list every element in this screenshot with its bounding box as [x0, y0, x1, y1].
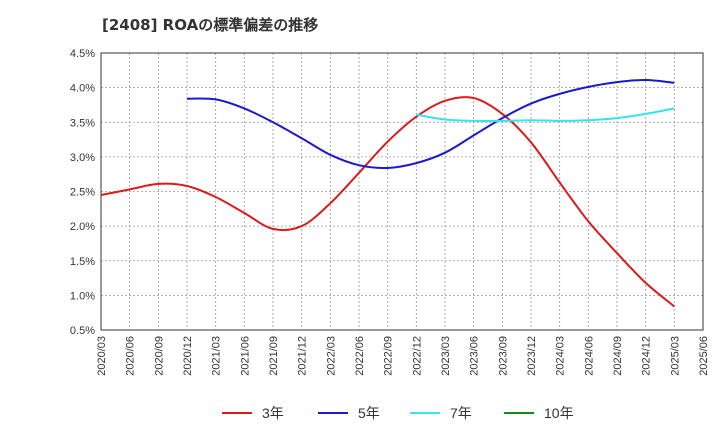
y-tick-label: 1.5%	[70, 256, 95, 268]
y-tick-label: 0.5%	[70, 325, 95, 337]
x-tick-label: 2021/03	[211, 336, 223, 376]
y-tick-label: 3.5%	[70, 117, 95, 129]
x-tick-label: 2025/03	[669, 336, 681, 376]
x-tick-label: 2024/09	[612, 336, 624, 376]
y-tick-label: 2.5%	[70, 187, 95, 199]
x-tick-label: 2022/03	[325, 336, 337, 376]
chart-title: [2408] ROAの標準偏差の推移	[102, 16, 319, 34]
y-tick-label: 2.0%	[70, 221, 95, 233]
x-tick-label: 2024/03	[555, 336, 567, 376]
legend-item: 7年	[410, 405, 472, 421]
x-tick-label: 2024/06	[583, 336, 595, 376]
series-line-5年	[186, 78, 675, 170]
legend-label: 3年	[262, 405, 284, 421]
x-tick-label: 2022/12	[411, 336, 423, 376]
x-tick-label: 2021/06	[239, 336, 251, 376]
x-tick-label: 2022/09	[383, 336, 395, 376]
x-tick-label: 2020/06	[125, 336, 137, 376]
x-tick-label: 2023/09	[497, 336, 509, 376]
y-tick-label: 3.0%	[70, 152, 95, 164]
series-line-3年	[100, 96, 675, 308]
x-tick-label: 2021/09	[268, 336, 280, 376]
legend-item: 3年	[222, 405, 284, 421]
x-tick-label: 2020/03	[96, 336, 108, 376]
y-tick-label: 4.0%	[70, 83, 95, 95]
x-tick-label: 2023/12	[526, 336, 538, 376]
x-tick-label: 2023/03	[440, 336, 452, 376]
y-tick-label: 1.0%	[70, 290, 95, 302]
x-tick-label: 2021/12	[297, 336, 309, 376]
legend-label: 7年	[450, 405, 472, 421]
x-tick-label: 2025/06	[698, 336, 710, 376]
plot-area	[100, 52, 704, 331]
x-tick-label: 2022/06	[354, 336, 366, 376]
legend-label: 10年	[544, 405, 574, 421]
x-tick-label: 2024/12	[641, 336, 653, 376]
x-tick-label: 2020/09	[153, 336, 165, 376]
legend-item: 5年	[318, 405, 380, 421]
legend-item: 10年	[504, 405, 574, 421]
legend-label: 5年	[358, 405, 380, 421]
x-tick-label: 2023/06	[469, 336, 481, 376]
x-tick-label: 2020/12	[182, 336, 194, 376]
y-tick-label: 4.5%	[70, 48, 95, 60]
series-line-7年	[416, 107, 675, 123]
